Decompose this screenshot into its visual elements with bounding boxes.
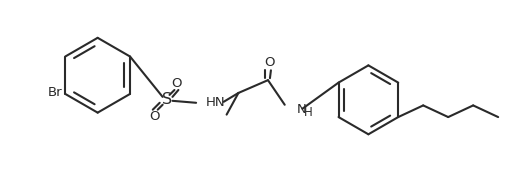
- Text: S: S: [162, 92, 172, 107]
- Text: O: O: [171, 77, 181, 90]
- Text: N: N: [296, 103, 306, 116]
- Text: HN: HN: [206, 96, 226, 109]
- Text: H: H: [303, 106, 312, 119]
- Text: O: O: [149, 110, 160, 123]
- Text: O: O: [265, 56, 275, 69]
- Text: Br: Br: [48, 86, 62, 100]
